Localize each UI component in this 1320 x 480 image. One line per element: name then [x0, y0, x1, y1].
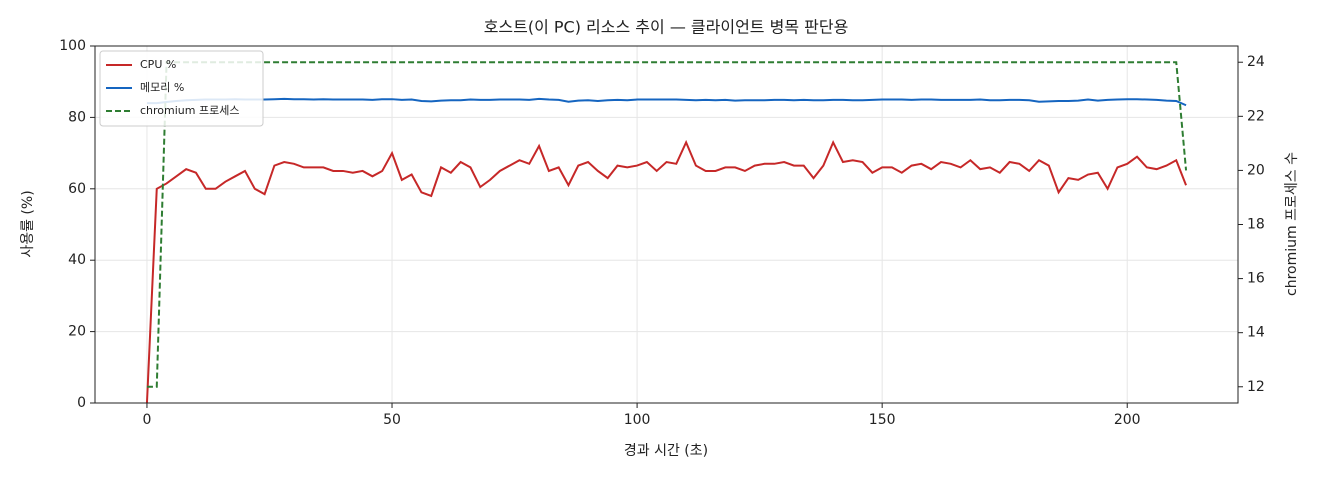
y2-tick-label: 24 — [1247, 54, 1265, 70]
y2-tick-label: 12 — [1247, 379, 1265, 395]
y-tick-label: 80 — [68, 109, 86, 125]
y2-tick-label: 18 — [1247, 217, 1265, 233]
series-line — [146, 97, 1187, 107]
legend: CPU % 메모리 % chromium 프로세스 — [99, 50, 264, 127]
chart-title: 호스트(이 PC) 리소스 추이 — 클라이언트 병목 판단용 — [484, 18, 849, 37]
y-tick-label: 0 — [77, 395, 86, 411]
x-tick-label: 100 — [624, 412, 651, 428]
y-tick-label: 100 — [59, 38, 86, 54]
x-tick-label: 150 — [869, 412, 896, 428]
y-tick-label: 20 — [68, 324, 86, 340]
y2-tick-label: 20 — [1247, 162, 1265, 178]
x-tick-label: 200 — [1114, 412, 1141, 428]
y2-tick-label: 14 — [1247, 325, 1265, 341]
legend-box — [99, 50, 264, 127]
x-axis-label: 경과 시간 (초) — [624, 443, 708, 459]
legend-label: 메모리 % — [140, 81, 184, 94]
legend-label: chromium 프로세스 — [140, 104, 239, 117]
series-line — [145, 139, 1187, 404]
y2-tick-label: 22 — [1247, 108, 1265, 124]
legend-label: CPU % — [140, 58, 176, 71]
x-tick-label: 0 — [142, 412, 151, 428]
y2-tick-label: 16 — [1247, 271, 1265, 287]
y2-axis-label: chromium 프로세스 수 — [1284, 152, 1300, 296]
y-tick-label: 40 — [68, 252, 86, 268]
x-tick-label: 50 — [383, 412, 401, 428]
y-axis-label: 사용률 (%) — [20, 190, 36, 257]
series-line — [146, 61, 1188, 388]
plot-frame — [94, 45, 1239, 404]
y-tick-label: 60 — [68, 181, 86, 197]
